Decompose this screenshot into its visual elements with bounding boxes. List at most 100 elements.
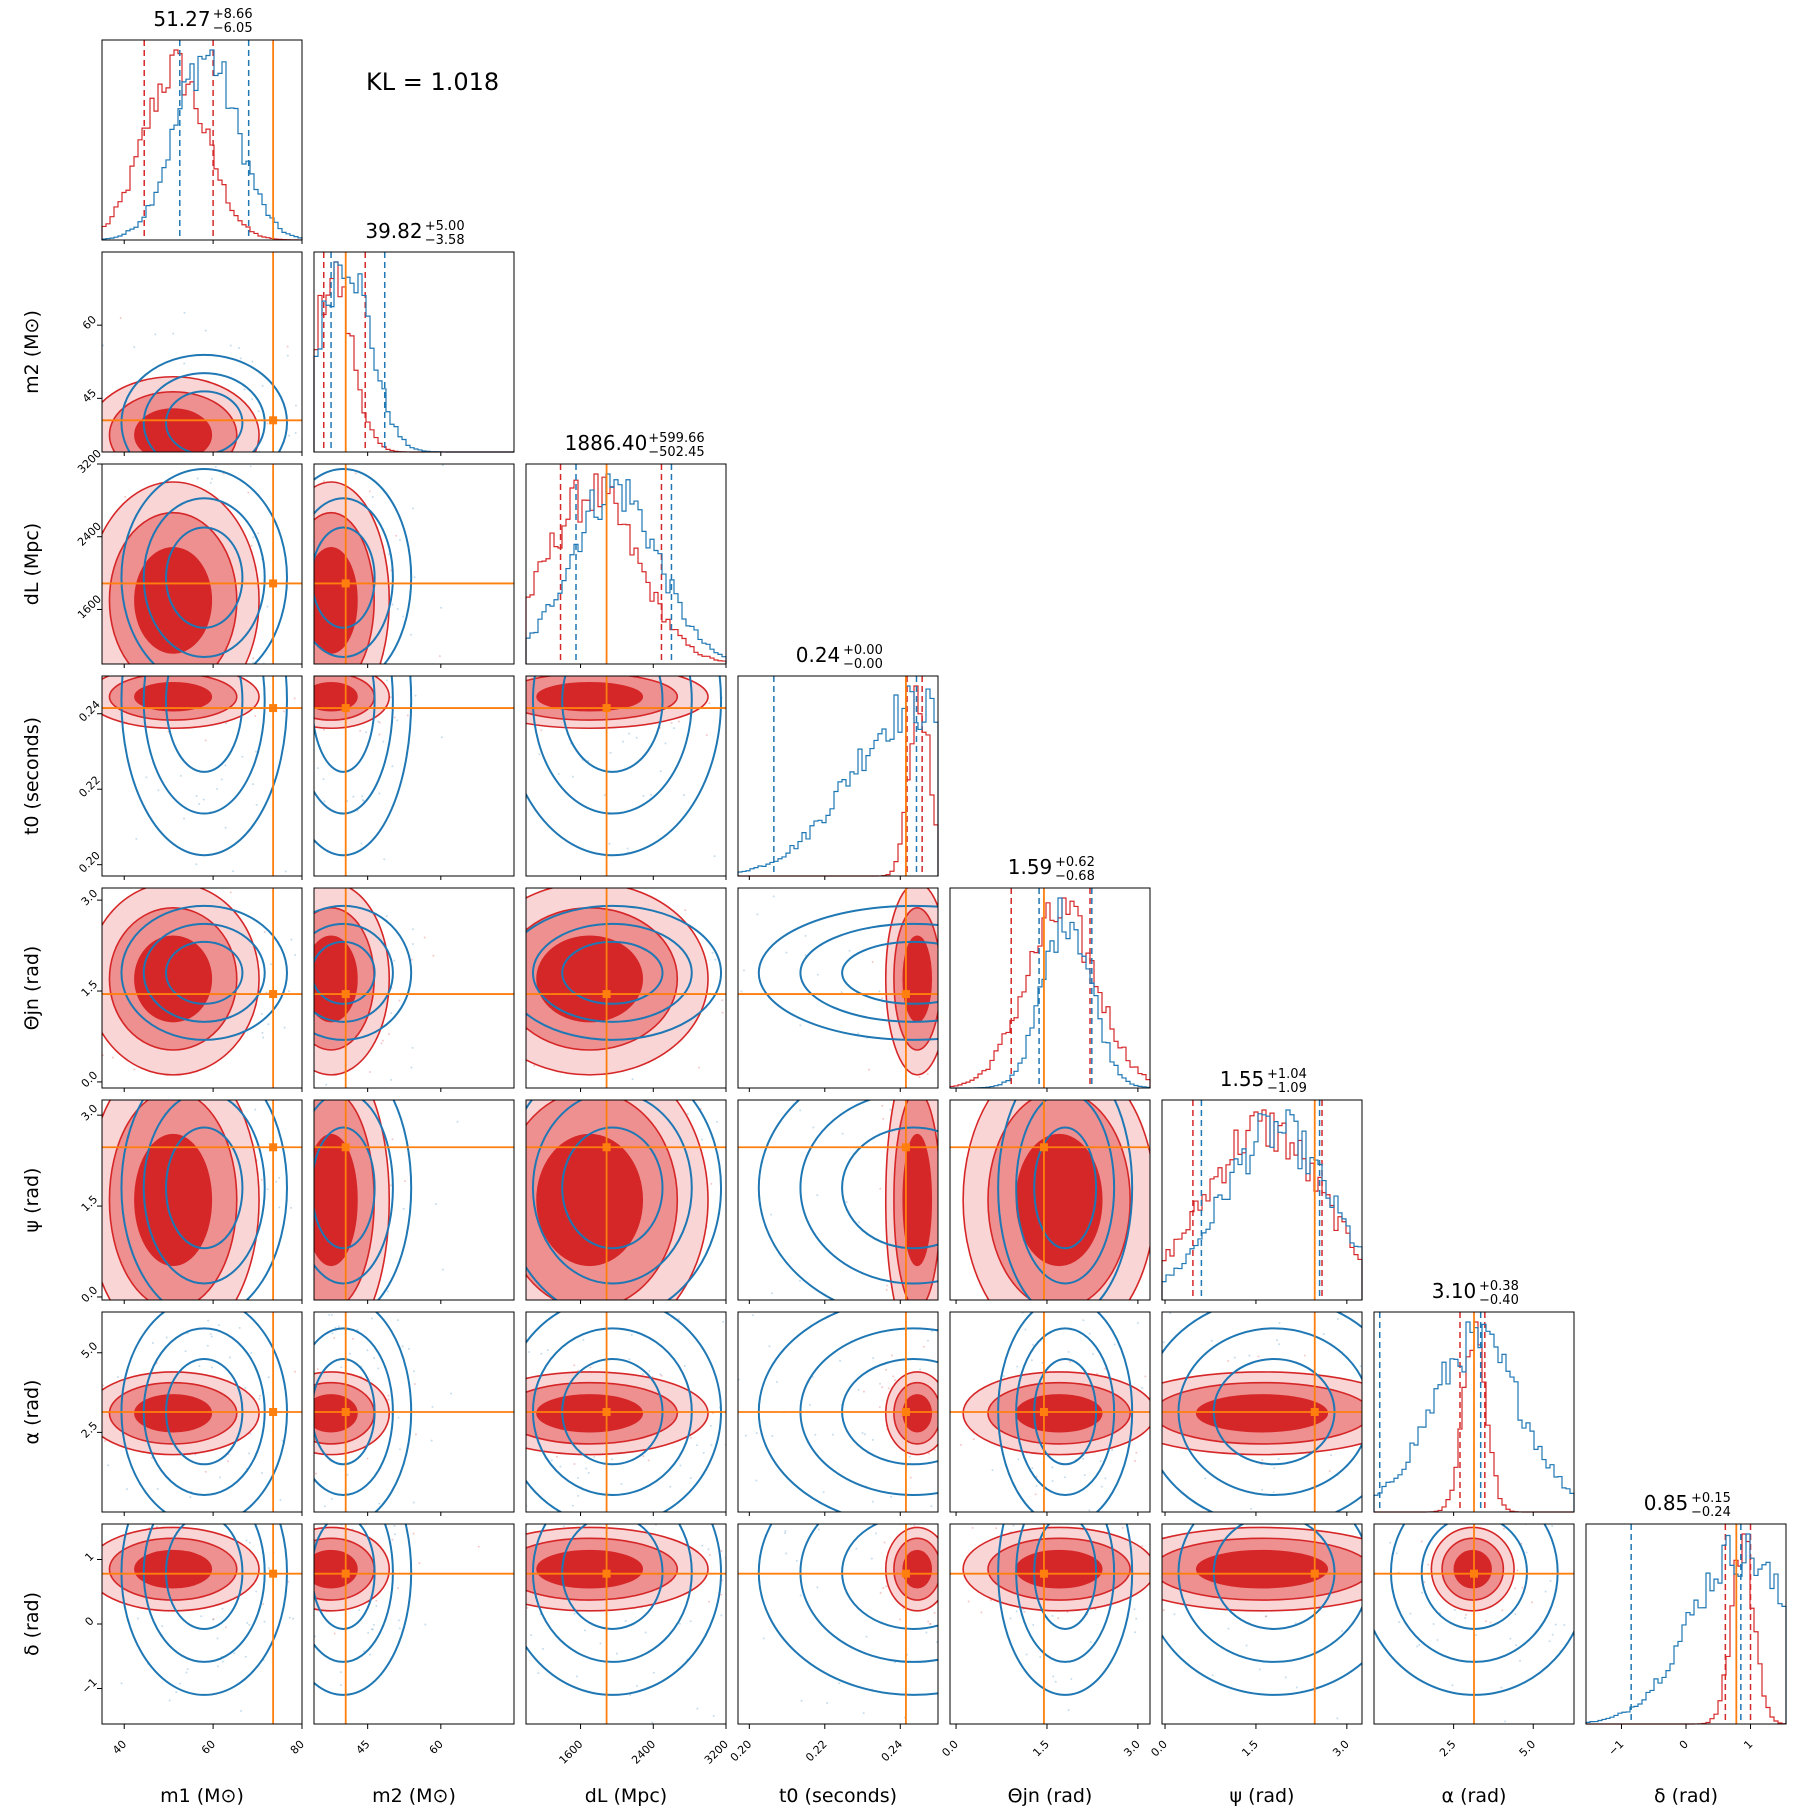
- sample-blue: [240, 1709, 243, 1712]
- sample-blue: [409, 1281, 411, 1283]
- sample-blue: [1225, 1297, 1227, 1299]
- sample-blue: [1275, 1339, 1278, 1342]
- sample-blue: [211, 477, 214, 480]
- sample-blue: [635, 736, 638, 739]
- sample-red: [333, 1337, 336, 1340]
- sample-blue: [292, 1336, 294, 1338]
- sample-red: [1144, 1375, 1147, 1378]
- sample-blue: [714, 958, 717, 961]
- sample-red: [107, 811, 109, 813]
- sample-blue: [669, 1485, 672, 1488]
- sample-red: [574, 667, 576, 669]
- sample-blue: [1055, 1513, 1057, 1515]
- sample-blue: [284, 667, 286, 669]
- contour-blue-2: [841, 1126, 938, 1250]
- sample-blue: [341, 668, 343, 670]
- sample-blue: [1025, 1653, 1028, 1656]
- sample-red: [204, 1470, 207, 1473]
- panel-alpha-vs-m1: [101, 1311, 303, 1513]
- sample-red: [1012, 1520, 1014, 1522]
- sample-red: [414, 1433, 417, 1436]
- sample-red: [1264, 1615, 1267, 1618]
- sample-red: [47, 1359, 49, 1361]
- sample-blue: [1389, 1541, 1392, 1544]
- contour-blue-1: [314, 676, 394, 815]
- sample-blue: [583, 1629, 586, 1632]
- sample-blue: [722, 1320, 725, 1323]
- sample-red: [3, 1068, 5, 1070]
- sample-blue: [626, 630, 628, 632]
- sample-blue: [173, 673, 175, 675]
- sample-blue: [887, 1097, 889, 1099]
- sample-red: [519, 1137, 521, 1139]
- sample-blue: [289, 1191, 291, 1193]
- sample-blue: [1386, 1800, 1388, 1802]
- sample-blue: [810, 1521, 812, 1523]
- sample-red: [304, 1378, 306, 1380]
- sample-blue: [1093, 1041, 1095, 1043]
- sample-blue: [817, 1528, 820, 1531]
- sample-blue: [195, 458, 197, 460]
- sample-red: [967, 1600, 970, 1603]
- sample-red: [690, 1436, 693, 1439]
- truth-marker: [602, 1408, 611, 1416]
- sample-blue: [1436, 1639, 1439, 1642]
- sample-red: [391, 1138, 394, 1141]
- sample-red: [871, 961, 874, 964]
- sample-red: [25, 442, 27, 444]
- sample-red: [910, 1514, 912, 1516]
- sample-blue: [1111, 1449, 1114, 1452]
- sample-blue: [878, 990, 881, 993]
- sample-blue: [1380, 1527, 1382, 1529]
- sample-blue: [334, 1343, 336, 1345]
- sample-red: [919, 846, 921, 848]
- sample-blue: [368, 1653, 371, 1656]
- panel-frame-m1: [101, 39, 303, 241]
- sample-blue: [1119, 948, 1121, 950]
- hist-red-m1: [101, 49, 303, 241]
- sample-red: [1439, 1398, 1441, 1400]
- sample-red: [1364, 1571, 1366, 1573]
- contour-blue-0: [1162, 1633, 1362, 1696]
- sample-blue: [1500, 1686, 1503, 1689]
- sample-red: [885, 1284, 888, 1287]
- sample-blue: [365, 731, 368, 734]
- sample-blue: [550, 1515, 552, 1517]
- sample-red: [1406, 1401, 1408, 1403]
- panel-frame: [737, 1311, 939, 1513]
- sample-blue: [1053, 1095, 1055, 1097]
- sample-blue: [238, 1326, 241, 1329]
- sample-red: [50, 964, 52, 966]
- sample-blue: [955, 1706, 957, 1708]
- sample-blue: [165, 1336, 168, 1339]
- sample-blue: [510, 995, 512, 997]
- truth-marker: [269, 1408, 278, 1416]
- contour-blue-0: [314, 1524, 413, 1696]
- sample-blue: [888, 1054, 890, 1056]
- sample-blue: [216, 1665, 219, 1668]
- sample-red: [83, 1034, 85, 1036]
- sample-red: [945, 1602, 947, 1604]
- sample-blue: [390, 1012, 393, 1015]
- sample-blue: [1599, 1579, 1601, 1581]
- sample-blue: [922, 1486, 924, 1488]
- sample-blue: [361, 799, 364, 802]
- xtick-label-t0: 0.20: [728, 1738, 755, 1765]
- panel-psi-vs-theta_jn: [949, 1041, 1151, 1301]
- sample-blue: [252, 783, 255, 786]
- panel-delta-vs-m1: [101, 1343, 336, 1725]
- sample-red: [577, 1369, 580, 1372]
- sample-blue: [189, 1496, 192, 1499]
- panel-frame: [737, 887, 939, 1089]
- ytick-label-m2: 60: [80, 313, 99, 332]
- sample-blue: [360, 1521, 362, 1523]
- sample-blue: [493, 704, 495, 706]
- sample-red: [285, 941, 287, 943]
- panel-frame: [313, 1099, 515, 1301]
- sample-red: [300, 704, 302, 706]
- sample-blue: [209, 1504, 211, 1506]
- panel-delta-vs-alpha: [1373, 1523, 1601, 1802]
- sample-blue: [546, 1349, 549, 1352]
- sample-red: [354, 472, 357, 475]
- sample-blue: [850, 1585, 852, 1587]
